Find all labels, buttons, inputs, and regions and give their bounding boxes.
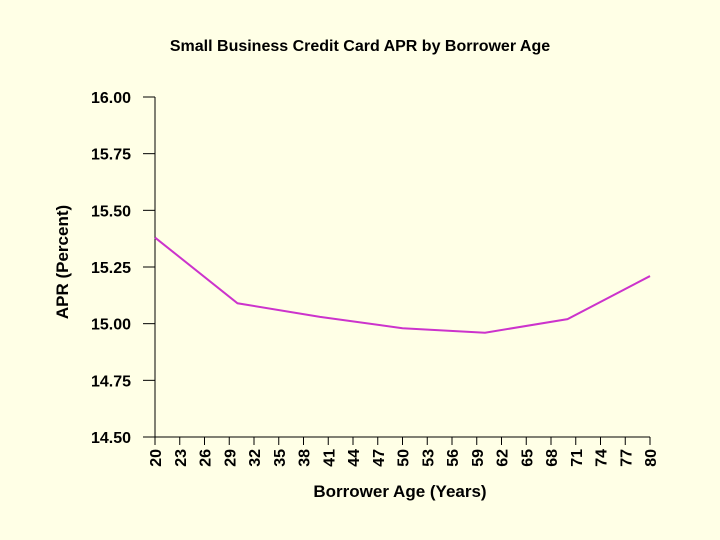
- series-line: [154, 236, 651, 334]
- x-tick-label: 68: [544, 449, 561, 467]
- y-tick-label: 15.50: [91, 203, 131, 220]
- x-tick-label: 29: [222, 449, 239, 467]
- x-tick-label: 20: [148, 449, 165, 467]
- x-tick-label: 65: [519, 449, 536, 467]
- x-tick-label: 38: [297, 449, 314, 467]
- x-tick-label: 56: [445, 449, 462, 467]
- x-tick-label: 62: [495, 449, 512, 467]
- x-tick-label: 50: [396, 449, 413, 467]
- x-tick-label: 80: [643, 449, 660, 467]
- y-tick-label: 15.75: [91, 147, 131, 164]
- x-tick-label: 74: [594, 449, 611, 467]
- y-tick-label: 16.00: [91, 90, 131, 107]
- y-axis-label: APR (Percent): [53, 205, 72, 319]
- x-tick-label: 41: [321, 449, 338, 467]
- y-tick-label: 15.00: [91, 317, 131, 334]
- chart-title: Small Business Credit Card APR by Borrow…: [170, 38, 550, 55]
- x-tick-label: 77: [618, 449, 635, 467]
- x-tick-label: 47: [371, 449, 388, 467]
- x-axis-label: Borrower Age (Years): [313, 482, 486, 501]
- x-tick-label: 35: [272, 449, 289, 467]
- x-tick-label: 71: [569, 449, 586, 467]
- y-tick-label: 14.75: [91, 373, 131, 390]
- x-tick-label: 53: [420, 449, 437, 467]
- y-tick-label: 14.50: [91, 430, 131, 447]
- y-tick-label: 15.25: [91, 260, 131, 277]
- x-tick-label: 26: [198, 449, 215, 467]
- x-tick-label: 59: [470, 449, 487, 467]
- x-tick-label: 23: [173, 449, 190, 467]
- x-tick-label: 32: [247, 449, 264, 467]
- x-tick-label: 44: [346, 449, 363, 467]
